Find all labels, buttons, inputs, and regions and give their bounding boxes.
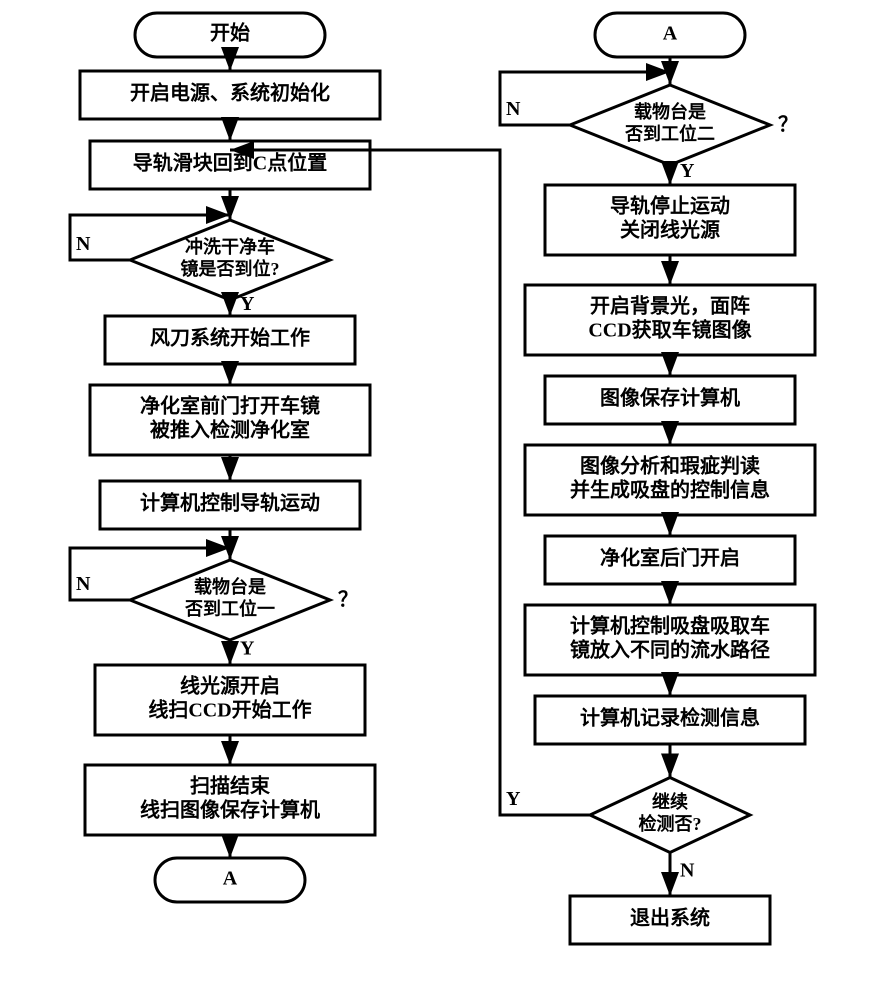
edge-label: N (680, 859, 695, 881)
node-text: 图像分析和瑕疵判读 (580, 454, 760, 478)
node-text: A (663, 23, 678, 45)
edge-label: N (506, 98, 521, 120)
node-d4: 继续检测否? (590, 778, 750, 853)
edge-label: Y (506, 788, 521, 810)
node-text: 计算机记录检测信息 (580, 706, 760, 730)
node-text: 检测否? (639, 813, 702, 834)
node-text: 净化室前门打开车镜 (140, 394, 320, 418)
node-text: 线扫CCD开始工作 (148, 698, 311, 722)
edge-label: N (76, 233, 91, 255)
node-l2: 导轨滑块回到C点位置 (90, 141, 370, 189)
node-d1: 冲洗干净车镜是否到位? (130, 220, 330, 300)
node-text: 风刀系统开始工作 (150, 326, 310, 350)
node-text: 退出系统 (630, 906, 710, 930)
node-text: 载物台是 (194, 576, 266, 597)
node-text: CCD获取车镜图像 (588, 318, 752, 342)
node-l3: 风刀系统开始工作 (105, 316, 355, 364)
node-text: 继续 (652, 791, 688, 812)
node-text: 否到工位二 (624, 123, 715, 144)
edge-label: Y (680, 160, 695, 182)
node-text: 线扫图像保存计算机 (140, 798, 320, 822)
node-r4: 图像分析和瑕疵判读并生成吸盘的控制信息 (525, 445, 815, 515)
flowchart: 开始开启电源、系统初始化导轨滑块回到C点位置冲洗干净车镜是否到位?风刀系统开始工… (0, 0, 893, 1000)
node-l6: 线光源开启线扫CCD开始工作 (95, 665, 365, 735)
node-r5: 净化室后门开启 (545, 536, 795, 584)
node-r6: 计算机控制吸盘吸取车镜放入不同的流水路径 (525, 605, 815, 675)
node-d3: 载物台是否到工位二 ？ (570, 85, 798, 165)
node-text: 镜放入不同的流水路径 (570, 638, 770, 662)
node-text: 否到工位一 (184, 598, 275, 619)
decision-trail: ？ (778, 114, 798, 136)
node-text: A (223, 868, 238, 890)
node-l1: 开启电源、系统初始化 (80, 71, 380, 119)
node-text: 图像保存计算机 (600, 386, 740, 410)
node-text: 开启电源、系统初始化 (130, 81, 330, 105)
edge-label: Y (240, 638, 255, 660)
node-text: 计算机控制导轨运动 (140, 491, 320, 515)
edge-label: Y (240, 293, 255, 315)
node-text: 镜是否到位? (181, 258, 280, 279)
node-A1: A (155, 858, 305, 902)
node-r3: 图像保存计算机 (545, 376, 795, 424)
node-l5: 计算机控制导轨运动 (100, 481, 360, 529)
node-A2: A (595, 13, 745, 57)
node-l7: 扫描结束线扫图像保存计算机 (85, 765, 375, 835)
decision-trail: ？ (338, 589, 358, 611)
node-text: 开启背景光，面阵 (590, 294, 750, 318)
node-text: 并生成吸盘的控制信息 (570, 478, 770, 502)
node-d2: 载物台是否到工位一 ？ (130, 560, 358, 640)
node-text: 被推入检测净化室 (150, 418, 310, 442)
node-text: 线光源开启 (180, 674, 280, 698)
node-r2: 开启背景光，面阵CCD获取车镜图像 (525, 285, 815, 355)
node-r1: 导轨停止运动关闭线光源 (545, 185, 795, 255)
node-text: 计算机控制吸盘吸取车 (570, 614, 770, 638)
node-text: 开始 (210, 21, 250, 45)
node-text: 载物台是 (634, 101, 706, 122)
node-exit: 退出系统 (570, 896, 770, 944)
node-text: 冲洗干净车 (185, 236, 275, 257)
node-r7: 计算机记录检测信息 (535, 696, 805, 744)
node-text: 导轨滑块回到C点位置 (133, 151, 327, 175)
node-start: 开始 (135, 13, 325, 57)
edge-label: N (76, 573, 91, 595)
node-text: 关闭线光源 (620, 218, 720, 242)
node-text: 扫描结束 (190, 774, 271, 798)
node-l4: 净化室前门打开车镜被推入检测净化室 (90, 385, 370, 455)
node-text: 净化室后门开启 (600, 546, 740, 570)
node-text: 导轨停止运动 (610, 194, 730, 218)
